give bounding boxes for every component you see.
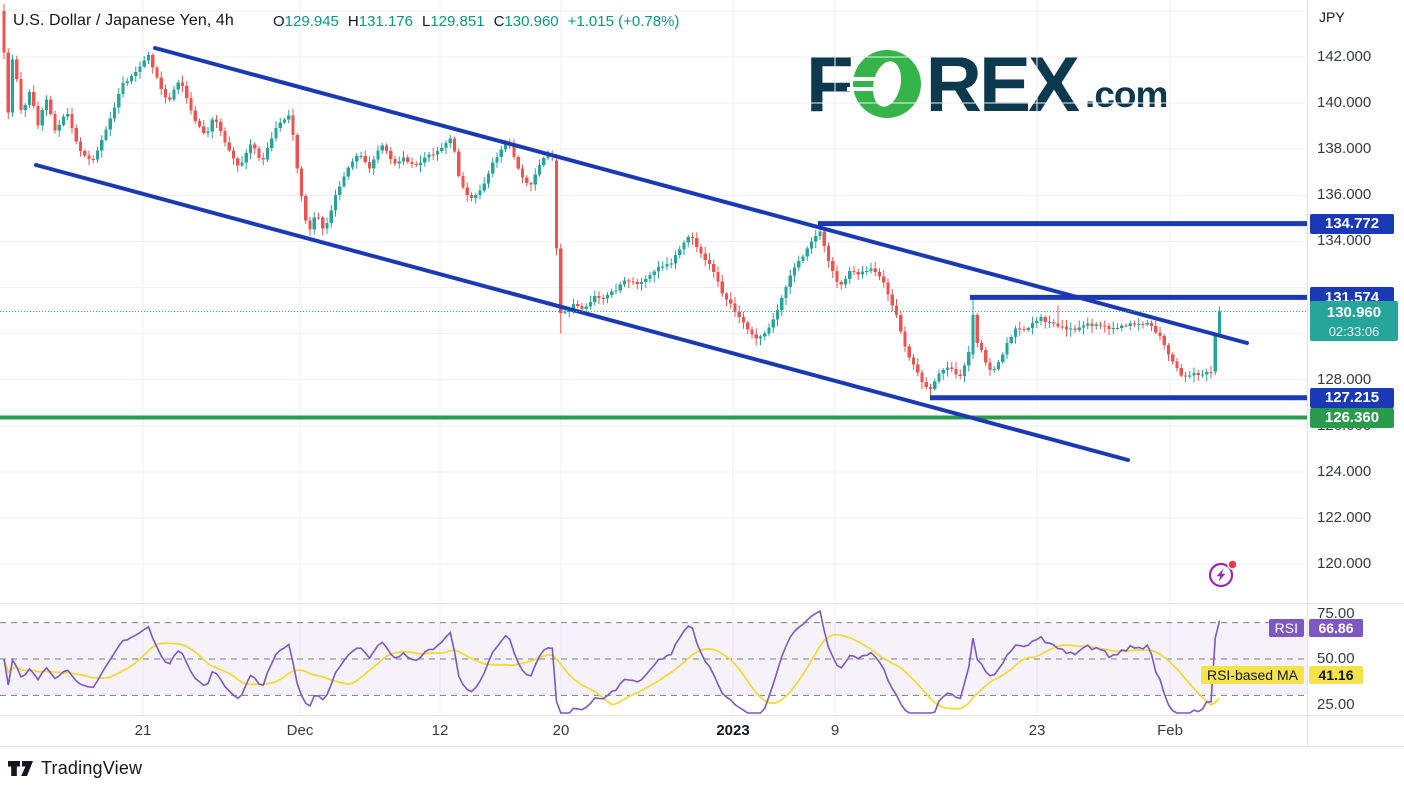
high-value: 131.176 <box>358 13 413 30</box>
price-level-badge: 127.215 <box>1310 387 1394 408</box>
symbol-title[interactable]: U.S. Dollar / Japanese Yen, 4h <box>13 12 234 29</box>
rsi-tick-label: 25.00 <box>1317 695 1355 713</box>
current-price-badge: 130.960 02:33:06 <box>1310 301 1398 342</box>
rsi-tick-label: 50.00 <box>1317 650 1355 667</box>
price-tick-label: 136.000 <box>1317 186 1372 204</box>
price-tick-label: 124.000 <box>1317 462 1372 480</box>
time-tick-label: Dec <box>286 722 314 739</box>
time-tick-label: 2023 <box>716 722 750 739</box>
forex-com-logo: F REX .com <box>806 40 1168 128</box>
time-tick-label: Feb <box>1157 722 1183 739</box>
pane-separator[interactable] <box>0 603 1404 604</box>
ideas-stream-icon[interactable] <box>1205 558 1239 590</box>
candlestick-chart-canvas[interactable] <box>0 0 1307 746</box>
price-tick-label: 128.000 <box>1317 370 1372 388</box>
forex-logo-o-icon <box>846 50 921 118</box>
price-tick-label: 142.000 <box>1317 48 1372 65</box>
price-tick-label: 140.000 <box>1317 94 1372 112</box>
price-level-badge: 126.360 <box>1310 407 1394 428</box>
price-tick-label: 122.000 <box>1317 509 1372 526</box>
price-tick-label: 134.000 <box>1317 232 1372 250</box>
rsi-value-badge: 66.86 <box>1309 619 1363 638</box>
ohlc-readout: O129.945 H131.176 L129.851 C130.960 +1.015 (… <box>273 13 679 30</box>
rsi-ma-value-badge: 41.16 <box>1309 666 1363 685</box>
price-tick-label: 138.000 <box>1317 140 1372 158</box>
rsi-time-separator <box>0 715 1404 716</box>
axis-bottom-border <box>0 746 1404 747</box>
logo-letter-f: F <box>806 40 854 128</box>
low-label: L <box>421 13 431 30</box>
tradingview-brand-text: TradingView <box>41 758 143 778</box>
rsi-indicator-badge: RSI <box>1268 619 1304 638</box>
high-label: H <box>347 13 359 30</box>
tradingview-attribution[interactable]: TradingView <box>8 758 142 779</box>
rsi-ma-indicator-badge: RSI-based MA <box>1200 666 1304 685</box>
rsi-tick-label: 75.00 <box>1317 604 1355 622</box>
logo-tld: .com <box>1085 74 1168 115</box>
close-value: 130.960 <box>504 13 559 30</box>
open-value: 129.945 <box>284 13 339 30</box>
current-price-value: 130.960 <box>1326 303 1382 321</box>
time-tick-label: 23 <box>1028 722 1046 739</box>
low-value: 129.851 <box>430 13 485 30</box>
time-axis[interactable]: 21 Dec 12 20 2023 9 23 Feb <box>0 716 1307 746</box>
open-label: O <box>273 13 285 30</box>
tradingview-icon <box>8 760 33 776</box>
time-tick-label: 20 <box>552 722 570 739</box>
time-tick-label: 21 <box>134 722 152 739</box>
change-value: +1.015 (+0.78%) <box>567 13 680 30</box>
time-tick-label: 9 <box>830 722 840 739</box>
price-level-badge: 134.772 <box>1310 213 1394 234</box>
time-tick-label: 12 <box>431 722 449 739</box>
bar-countdown: 02:33:06 <box>1328 323 1380 339</box>
axis-currency-label: JPY <box>1319 9 1345 25</box>
close-label: C <box>493 13 505 30</box>
price-tick-label: 120.000 <box>1317 555 1372 573</box>
logo-letters-rex: REX <box>925 40 1080 128</box>
